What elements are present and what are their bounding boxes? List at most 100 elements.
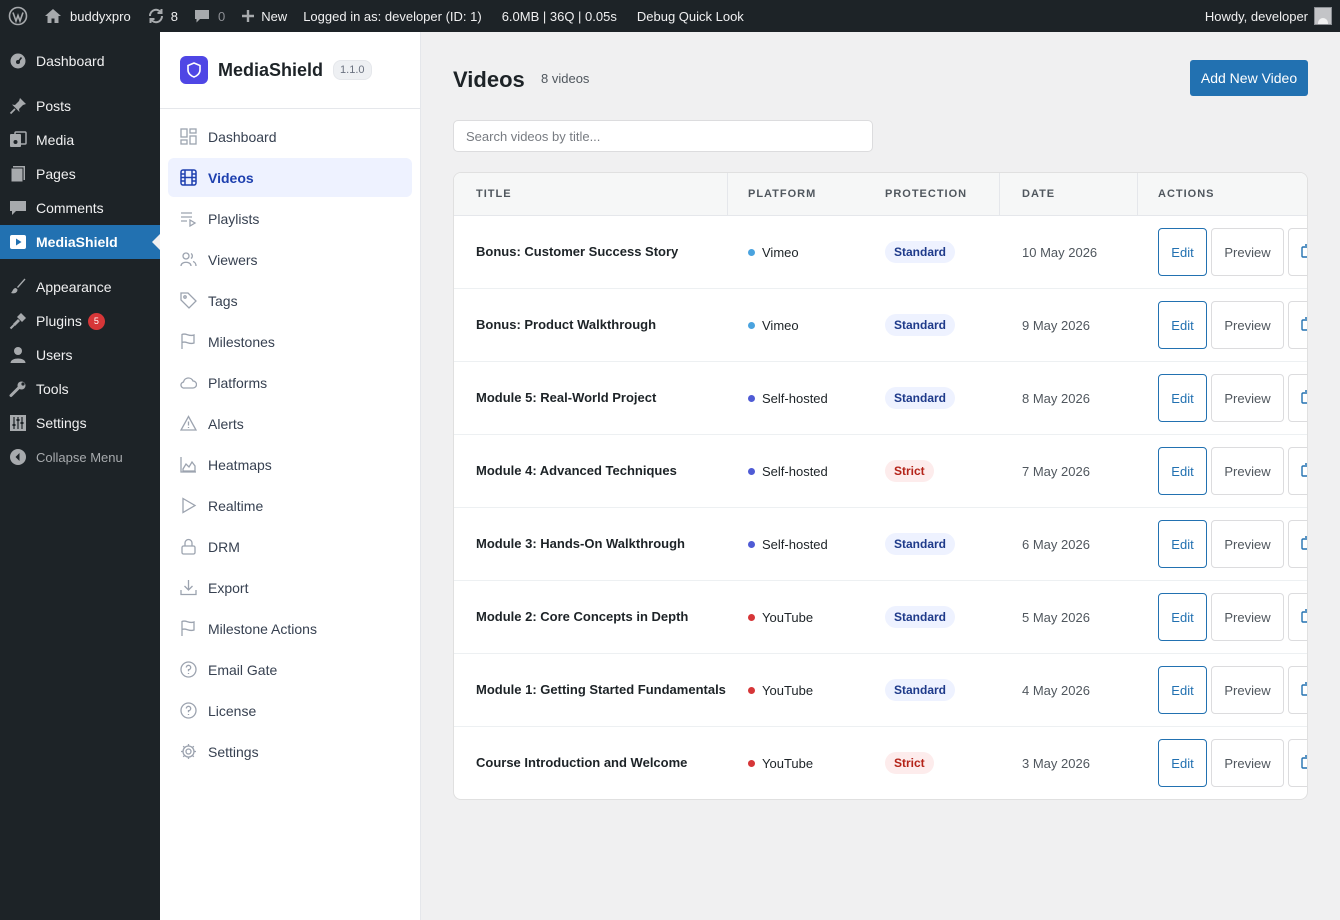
edit-button[interactable]: Edit bbox=[1158, 374, 1207, 422]
plugin-nav-videos[interactable]: Videos bbox=[168, 158, 412, 197]
protection-badge: Standard bbox=[885, 387, 956, 409]
plugin-nav-milestones[interactable]: Milestones bbox=[168, 322, 412, 361]
menu-pages[interactable]: Pages bbox=[0, 157, 160, 191]
menu-mediashield-label: MediaShield bbox=[36, 234, 118, 250]
preview-button[interactable]: Preview bbox=[1211, 447, 1284, 495]
video-title[interactable]: Module 4: Advanced Techniques bbox=[476, 463, 677, 478]
plugin-nav-export[interactable]: Export bbox=[168, 568, 412, 607]
edit-button[interactable]: Edit bbox=[1158, 301, 1207, 349]
wordpress-logo-icon[interactable] bbox=[0, 0, 36, 32]
menu-posts[interactable]: Posts bbox=[0, 89, 160, 123]
copy-shortcode-button[interactable] bbox=[1288, 228, 1307, 276]
comments-link[interactable]: 0 bbox=[186, 0, 233, 32]
site-name-label: buddyxpro bbox=[70, 8, 131, 24]
edit-button[interactable]: Edit bbox=[1158, 447, 1207, 495]
edit-button[interactable]: Edit bbox=[1158, 739, 1207, 787]
plugin-nav-dashboard[interactable]: Dashboard bbox=[168, 117, 412, 156]
copy-shortcode-button[interactable] bbox=[1288, 739, 1307, 787]
copy-shortcode-button[interactable] bbox=[1288, 374, 1307, 422]
area-chart-icon bbox=[180, 456, 197, 473]
video-title[interactable]: Module 2: Core Concepts in Depth bbox=[476, 609, 689, 624]
site-name-link[interactable]: buddyxpro bbox=[36, 0, 139, 32]
menu-settings[interactable]: Settings bbox=[0, 406, 160, 440]
plugins-update-badge: 5 bbox=[87, 312, 105, 330]
platform-label: Self-hosted bbox=[762, 463, 828, 479]
plugin-nav-tags[interactable]: Tags bbox=[168, 281, 412, 320]
menu-appearance-label: Appearance bbox=[36, 279, 112, 295]
plugin-nav-label: Email Gate bbox=[208, 661, 278, 678]
grid-icon bbox=[180, 128, 197, 145]
plugin-nav-label: DRM bbox=[208, 538, 240, 555]
add-new-video-button[interactable]: Add New Video bbox=[1190, 60, 1308, 96]
video-title[interactable]: Bonus: Product Walkthrough bbox=[476, 317, 657, 332]
debug-quick-look[interactable]: Debug Quick Look bbox=[636, 8, 744, 24]
copy-shortcode-button[interactable] bbox=[1288, 301, 1307, 349]
platform-cell: Self-hosted bbox=[748, 362, 828, 434]
column-header-protection[interactable]: PROTECTION bbox=[885, 188, 968, 200]
menu-appearance[interactable]: Appearance bbox=[0, 270, 160, 304]
plugin-nav-platforms[interactable]: Platforms bbox=[168, 363, 412, 402]
pushpin-icon bbox=[8, 96, 28, 116]
preview-button[interactable]: Preview bbox=[1211, 228, 1284, 276]
menu-tools[interactable]: Tools bbox=[0, 372, 160, 406]
menu-comments[interactable]: Comments bbox=[0, 191, 160, 225]
preview-button[interactable]: Preview bbox=[1211, 520, 1284, 568]
copy-shortcode-button[interactable] bbox=[1288, 520, 1307, 568]
preview-button[interactable]: Preview bbox=[1211, 374, 1284, 422]
collapse-menu-button[interactable]: Collapse Menu bbox=[0, 440, 160, 474]
column-header-platform[interactable]: PLATFORM bbox=[748, 188, 817, 200]
edit-button[interactable]: Edit bbox=[1158, 228, 1207, 276]
edit-button[interactable]: Edit bbox=[1158, 593, 1207, 641]
platform-dot-icon bbox=[748, 759, 755, 767]
comment-bubble-icon bbox=[194, 8, 210, 24]
main-content: Videos 8 videos Add New Video TITLE PLAT… bbox=[421, 32, 1340, 920]
flag-icon bbox=[180, 333, 197, 350]
protection-badge: Standard bbox=[885, 606, 956, 628]
plugin-nav-label: Alerts bbox=[208, 415, 244, 432]
plugin-nav-realtime[interactable]: Realtime bbox=[168, 486, 412, 525]
plugin-nav-heatmaps[interactable]: Heatmaps bbox=[168, 445, 412, 484]
edit-button[interactable]: Edit bbox=[1158, 520, 1207, 568]
preview-button[interactable]: Preview bbox=[1211, 301, 1284, 349]
copy-shortcode-button[interactable] bbox=[1288, 593, 1307, 641]
new-content-link[interactable]: New bbox=[233, 0, 295, 32]
menu-mediashield[interactable]: MediaShield bbox=[0, 225, 160, 259]
menu-dashboard[interactable]: Dashboard bbox=[0, 44, 160, 78]
search-videos-input[interactable] bbox=[453, 120, 873, 152]
edit-button[interactable]: Edit bbox=[1158, 666, 1207, 714]
preview-button[interactable]: Preview bbox=[1211, 666, 1284, 714]
plugin-nav-alerts[interactable]: Alerts bbox=[168, 404, 412, 443]
copy-icon bbox=[1301, 754, 1307, 772]
video-title[interactable]: Bonus: Customer Success Story bbox=[476, 244, 679, 259]
warning-triangle-icon bbox=[180, 415, 197, 432]
plugin-nav-playlists[interactable]: Playlists bbox=[168, 199, 412, 238]
video-title[interactable]: Module 1: Getting Started Fundamentals bbox=[476, 682, 726, 697]
plugin-nav-viewers[interactable]: Viewers bbox=[168, 240, 412, 279]
plugin-nav-license[interactable]: License bbox=[168, 691, 412, 730]
query-stats[interactable]: 6.0MB | 36Q | 0.05s bbox=[501, 8, 617, 24]
menu-users[interactable]: Users bbox=[0, 338, 160, 372]
menu-plugins[interactable]: Plugins 5 bbox=[0, 304, 160, 338]
plugin-nav-email-gate[interactable]: Email Gate bbox=[168, 650, 412, 689]
column-header-date[interactable]: DATE bbox=[1022, 188, 1056, 200]
menu-dashboard-label: Dashboard bbox=[36, 53, 105, 69]
preview-button[interactable]: Preview bbox=[1211, 739, 1284, 787]
menu-media[interactable]: Media bbox=[0, 123, 160, 157]
protection-badge: Standard bbox=[885, 241, 956, 263]
copy-shortcode-button[interactable] bbox=[1288, 447, 1307, 495]
users-icon bbox=[180, 251, 197, 268]
plugin-nav-milestone-actions[interactable]: Milestone Actions bbox=[168, 609, 412, 648]
video-title[interactable]: Module 5: Real-World Project bbox=[476, 390, 657, 405]
date-label: 9 May 2026 bbox=[1022, 317, 1090, 333]
preview-button[interactable]: Preview bbox=[1211, 593, 1284, 641]
plugin-nav-drm[interactable]: DRM bbox=[168, 527, 412, 566]
platform-label: Self-hosted bbox=[762, 536, 828, 552]
plugin-nav-settings[interactable]: Settings bbox=[168, 732, 412, 771]
video-title[interactable]: Module 3: Hands-On Walkthrough bbox=[476, 536, 685, 551]
video-title[interactable]: Course Introduction and Welcome bbox=[476, 755, 688, 770]
logged-in-info[interactable]: Logged in as: developer (ID: 1) bbox=[303, 8, 482, 24]
updates-link[interactable]: 8 bbox=[139, 0, 186, 32]
account-menu[interactable]: Howdy, developer bbox=[1197, 0, 1340, 32]
copy-shortcode-button[interactable] bbox=[1288, 666, 1307, 714]
column-header-title[interactable]: TITLE bbox=[476, 188, 512, 200]
